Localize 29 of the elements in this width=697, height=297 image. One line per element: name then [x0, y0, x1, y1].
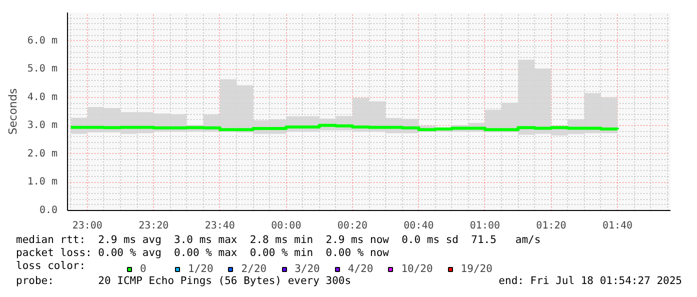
x-tick-label: 01:20	[536, 220, 566, 232]
legend-label: 4/20	[348, 263, 374, 275]
legend-label: 2/20	[241, 263, 267, 275]
legend-label: 19/20	[460, 263, 492, 275]
text: median rtt: 2.9 ms avg 3.0 ms max 2.8 ms min 2.9 ms now 0.0 ms sd 71.5 am/s	[16, 234, 541, 246]
legend-title: loss color:	[16, 260, 86, 273]
y-tick-label: 3.0 m	[27, 120, 58, 132]
x-tick-label: 00:20	[337, 220, 368, 232]
y-tick-label: 6.0 m	[27, 35, 58, 46]
legend-label: 0	[140, 263, 148, 275]
x-tick-label: 23:40	[204, 220, 235, 232]
y-tick-label: 2.0 m	[27, 148, 58, 160]
x-tick-label: 23:00	[72, 220, 102, 232]
y-tick-label: 4.0 m	[27, 92, 58, 103]
legend-label: 10/20	[401, 263, 433, 275]
x-tick-label: 01:40	[602, 220, 633, 232]
legend-label: 1/20	[188, 263, 214, 275]
y-tick-label: 1.0 m	[27, 176, 58, 188]
y-tick-label: 5.0 m	[27, 64, 58, 75]
x-tick-label: 00:00	[271, 220, 302, 232]
legend-label: 3/20	[294, 263, 320, 275]
x-tick-label: 00:40	[404, 220, 434, 232]
y-axis-title: Seconds	[6, 88, 20, 135]
text: end: Fri Jul 18 01:54:27 2025	[498, 275, 682, 288]
text: packet loss: 0.00 % avg 0.00 % max 0.00 % min 0.00 % now	[16, 247, 389, 259]
y-tick-label: 0.0	[39, 205, 58, 216]
x-tick-label: 01:00	[470, 220, 500, 232]
text: probe: 20 ICMP Echo Pings (56 Bytes) every 300s	[16, 275, 352, 287]
x-tick-label: 23:20	[138, 220, 169, 232]
